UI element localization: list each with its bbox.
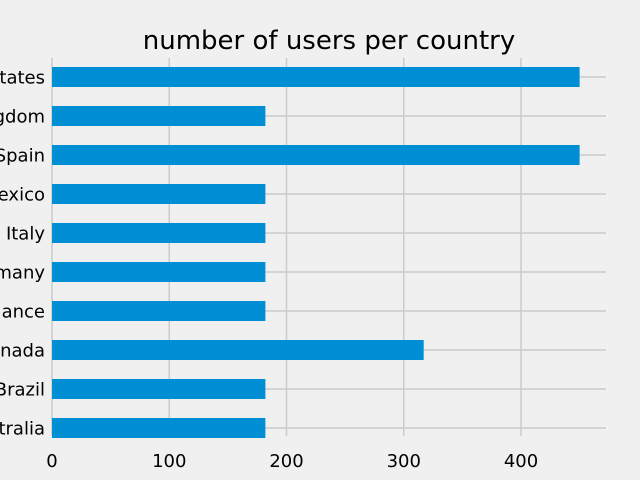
- y-tick-label: ance: [2, 302, 45, 323]
- y-tick-label: nada: [0, 341, 45, 362]
- y-tick-label: many: [0, 263, 45, 284]
- x-tick-label: 100: [152, 451, 186, 472]
- bar-australia: [52, 418, 266, 438]
- x-tick-label: 400: [504, 451, 538, 472]
- y-tick-label: Spain: [0, 146, 45, 167]
- bar-spain: [52, 145, 580, 165]
- x-tick-label: 300: [387, 451, 421, 472]
- x-tick-label: 0: [46, 451, 57, 472]
- x-tick-labels: 0 100 200 300 400: [46, 451, 538, 472]
- bar-germany: [52, 262, 266, 282]
- bar-france: [52, 301, 266, 321]
- y-tick-label: exico: [0, 185, 45, 206]
- bar-brazil: [52, 379, 266, 399]
- bar-united-states: [52, 67, 580, 87]
- bar-layer: [52, 67, 580, 438]
- y-tick-label: tralia: [0, 419, 45, 440]
- y-tick-labels: tates gdom Spain exico Italy many ance nada Braz…: [0, 68, 45, 440]
- bar-mexico: [52, 184, 266, 204]
- y-tick-label: Brazil: [0, 380, 45, 401]
- bar-italy: [52, 223, 266, 243]
- y-tick-label: Italy: [6, 224, 45, 245]
- y-tick-label: gdom: [0, 107, 45, 128]
- bar-canada: [52, 340, 424, 360]
- bar-united-kingdom: [52, 106, 266, 126]
- chart-title: number of users per country: [143, 26, 515, 56]
- y-tick-label: tates: [0, 68, 45, 89]
- x-tick-label: 200: [269, 451, 303, 472]
